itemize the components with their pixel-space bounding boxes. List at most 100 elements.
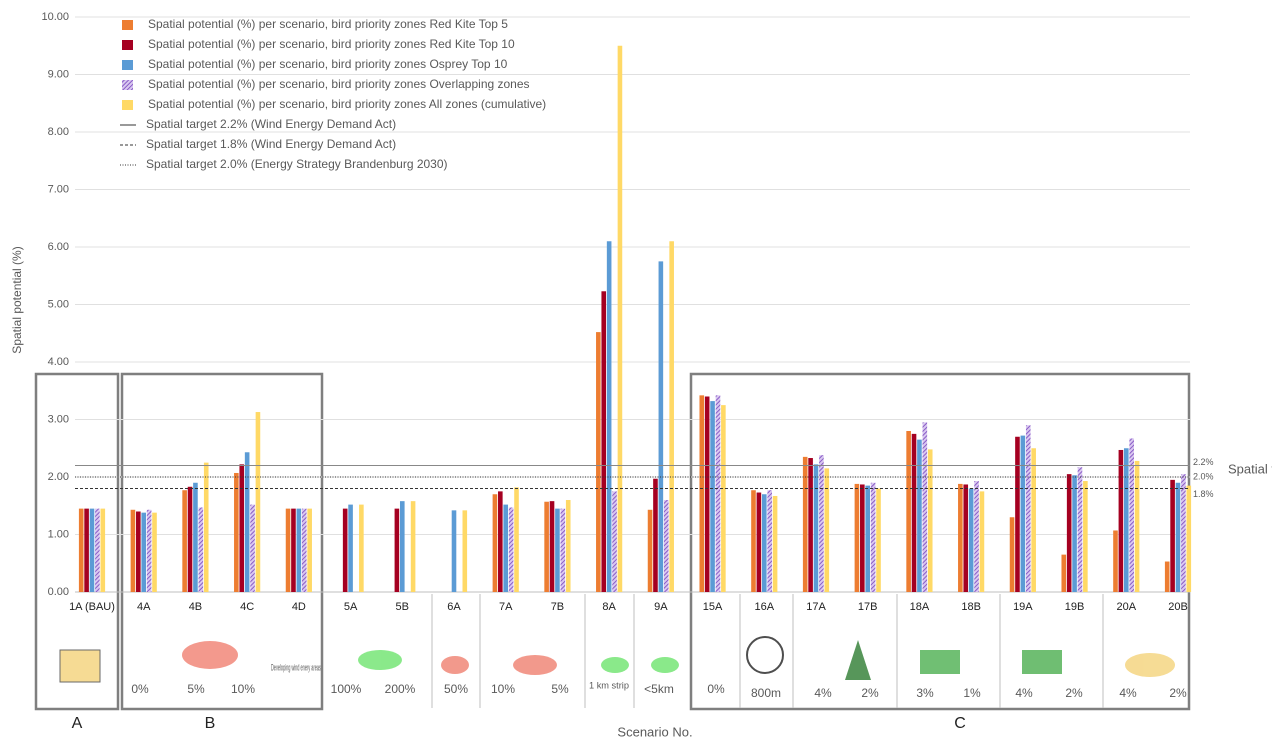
bar	[394, 508, 400, 592]
y-tick-label: 2.00	[48, 471, 69, 483]
x-tick-label: 20A	[1116, 601, 1136, 613]
icon	[845, 640, 871, 680]
icon	[746, 636, 784, 674]
scenario-note: 2%	[1169, 686, 1187, 700]
x-tick-label: 17A	[806, 601, 826, 613]
bar	[198, 507, 204, 592]
icon	[358, 650, 402, 670]
scenario-note: 1 km strip	[589, 680, 629, 690]
icon	[441, 656, 469, 674]
reference-title: Spatial target	[1228, 461, 1272, 476]
group-label: B	[205, 715, 216, 732]
y-tick-label: 10.00	[41, 11, 69, 23]
bar	[492, 494, 498, 592]
icon	[920, 650, 960, 674]
reference-label: 2.0%	[1193, 471, 1214, 481]
bar	[1066, 474, 1072, 592]
bar	[291, 508, 296, 592]
bar	[152, 512, 157, 592]
bar	[462, 510, 468, 592]
bar	[1186, 485, 1192, 592]
bar	[860, 484, 865, 592]
bar	[958, 483, 963, 592]
bar	[1134, 460, 1140, 592]
bar	[963, 484, 969, 592]
y-tick-label: 9.00	[48, 68, 69, 80]
bar	[870, 482, 876, 592]
y-axis-label: Spatial potential (%)	[10, 246, 24, 353]
bar	[824, 468, 830, 592]
bar	[612, 491, 617, 592]
scenario-note: 800m	[751, 686, 781, 700]
scenario-note: 4%	[814, 686, 832, 700]
bar	[1129, 438, 1134, 592]
icon	[1022, 650, 1062, 674]
bar	[503, 504, 509, 592]
legend-label: Spatial target 2.0% (Energy Strategy Bra…	[146, 157, 448, 171]
scenario-note: 4%	[1119, 686, 1137, 700]
group-label: C	[954, 715, 966, 732]
icon	[59, 649, 101, 683]
scenario-note: <5km	[644, 682, 674, 696]
y-tick-label: 4.00	[48, 356, 69, 368]
bar	[514, 487, 519, 592]
bar	[669, 241, 674, 592]
bar	[549, 501, 555, 592]
bar	[756, 492, 762, 592]
legend-swatch	[122, 40, 133, 50]
x-tick-label: 7A	[499, 601, 513, 613]
bar	[1031, 448, 1036, 592]
x-tick-label: 4A	[137, 601, 151, 613]
bar	[767, 490, 772, 592]
x-tick-label: 5B	[396, 601, 409, 613]
x-tick-label: 9A	[654, 601, 668, 613]
bar	[250, 504, 255, 592]
x-tick-label: 19B	[1065, 601, 1085, 613]
legend-label: Spatial potential (%) per scenario, bird…	[148, 97, 546, 111]
bar	[141, 512, 147, 592]
y-tick-label: 3.00	[48, 413, 69, 425]
bar	[658, 261, 664, 592]
y-tick-label: 1.00	[48, 528, 69, 540]
bar	[699, 395, 705, 592]
bar	[1118, 449, 1124, 592]
bar	[146, 509, 152, 592]
bar	[813, 464, 819, 592]
bar	[451, 510, 457, 592]
group-label: A	[72, 715, 83, 732]
y-tick-label: 6.00	[48, 241, 69, 253]
scenario-note: Developing wind enery areas	[271, 662, 321, 672]
x-tick-label: 20B	[1168, 601, 1188, 613]
bar	[606, 241, 612, 592]
bar	[761, 494, 767, 592]
legend-swatch	[122, 60, 133, 70]
bar	[876, 488, 881, 592]
scenario-note: 10%	[491, 682, 515, 696]
bar	[307, 508, 312, 592]
bar	[560, 508, 566, 592]
scenario-note: 5%	[551, 682, 569, 696]
group-box	[34, 372, 120, 711]
scenario-note: 10%	[231, 682, 255, 696]
bar	[601, 291, 607, 592]
bar	[234, 472, 239, 592]
bar	[203, 462, 209, 592]
bar	[498, 491, 503, 592]
scenario-note: 0%	[131, 682, 149, 696]
bar	[565, 500, 571, 592]
bar	[819, 455, 824, 592]
bar	[244, 452, 250, 592]
icons	[59, 636, 1175, 683]
x-tick-label: 4B	[189, 601, 202, 613]
bar	[544, 501, 549, 592]
bar	[296, 508, 302, 592]
bar	[1077, 467, 1083, 592]
bar	[1009, 517, 1015, 592]
bar	[906, 431, 911, 592]
bar	[255, 412, 261, 592]
bar	[348, 504, 353, 592]
bar	[927, 449, 933, 592]
bar	[193, 482, 198, 592]
bar	[399, 501, 405, 592]
